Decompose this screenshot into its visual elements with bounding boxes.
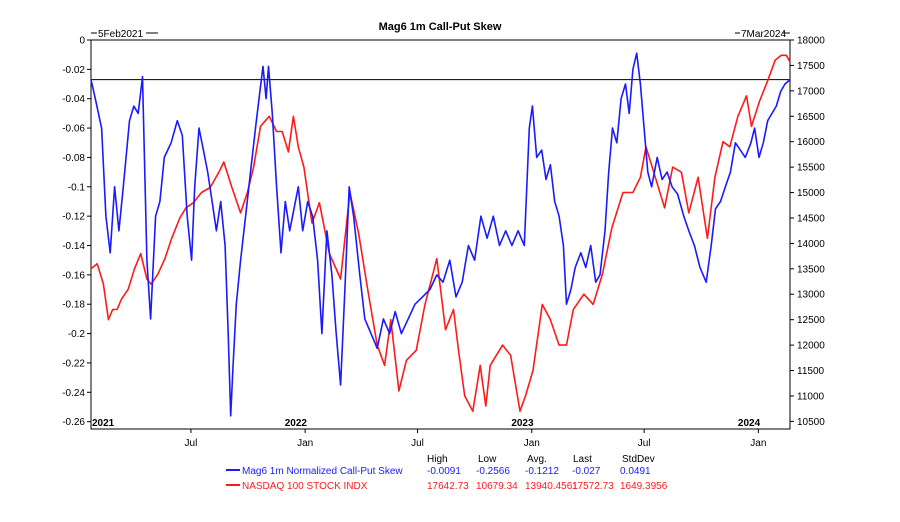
y-right-tick-label: 12500 (797, 315, 825, 326)
stat-ndx-last: 17572.73 (572, 481, 614, 492)
y-left-tick-label: -0.1 (68, 182, 86, 193)
y-right-tick-label: 13000 (797, 290, 825, 301)
plot-area (90, 39, 791, 430)
stats-header-high: High (427, 454, 448, 465)
x-tick-label: 2023 (511, 418, 534, 429)
chart-title: Mag6 1m Call-Put Skew (379, 21, 502, 33)
stat-ndx-low: 10679.34 (476, 481, 518, 492)
y-right-tick-label: 15000 (797, 188, 825, 199)
stat-skew-low: -0.2566 (476, 466, 510, 477)
x-axis: 2021 Jul 2022 Jan Jul 2023 Jan Jul 2024 Jan (92, 418, 766, 449)
x-tick-label: 2022 (285, 418, 308, 429)
y-right-tick-label: 15500 (797, 163, 825, 174)
x-tick-label: Jul (185, 438, 198, 449)
y-axis-left: 0 -0.02 -0.04 -0.06 -0.08 -0.1 -0.12 -0.14 -0.16… (62, 36, 91, 428)
x-tick-label: Jan (750, 438, 766, 449)
stats-table: High Low Avg. Last StdDev Mag6 1m Normal… (226, 454, 668, 492)
series-line-ndx (90, 54, 791, 413)
y-left-tick-label: -0.14 (62, 241, 85, 252)
y-left-tick-label: -0.2 (68, 329, 86, 340)
stat-ndx-stddev: 1649.3956 (620, 481, 668, 492)
y-left-tick-label: -0.18 (62, 300, 85, 311)
stats-header-stddev: StdDev (622, 454, 655, 465)
date-range-start: 5Feb2021 (91, 29, 158, 40)
y-right-tick-label: 11000 (797, 391, 825, 402)
y-left-tick-label: -0.22 (62, 358, 85, 369)
y-right-tick-label: 10500 (797, 417, 825, 428)
date-start-label: 5Feb2021 (98, 29, 143, 40)
legend-label-ndx: NASDAQ 100 STOCK INDX (242, 481, 368, 492)
series-layer (90, 52, 791, 417)
x-tick-label: Jul (411, 438, 424, 449)
stats-header-low: Low (478, 454, 497, 465)
legend-label-skew: Mag6 1m Normalized Call-Put Skew (242, 466, 403, 477)
stat-skew-stddev: 0.0491 (620, 466, 651, 477)
y-left-tick-label: -0.26 (62, 417, 85, 428)
x-tick-label: Jan (524, 438, 540, 449)
y-right-tick-label: 13500 (797, 264, 825, 275)
series-line-skew (90, 52, 791, 417)
y-right-tick-label: 14500 (797, 213, 825, 224)
date-range-end: 7Mar2024 (735, 29, 790, 40)
stats-header-last: Last (573, 454, 592, 465)
y-right-tick-label: 16000 (797, 137, 825, 148)
stats-header-avg: Avg. (527, 454, 547, 465)
stat-skew-last: -0.027 (572, 466, 601, 477)
y-left-tick-label: 0 (79, 36, 85, 47)
y-right-tick-label: 12000 (797, 341, 825, 352)
y-left-tick-label: -0.16 (62, 270, 85, 281)
y-left-tick-label: -0.12 (62, 212, 85, 223)
stat-skew-high: -0.0091 (427, 466, 461, 477)
y-left-tick-label: -0.06 (62, 124, 85, 135)
x-tick-label: Jan (297, 438, 313, 449)
stat-ndx-avg: 13940.4561 (525, 481, 578, 492)
x-tick-label: Jul (638, 438, 651, 449)
y-left-tick-label: -0.08 (62, 153, 85, 164)
y-right-tick-label: 17000 (797, 86, 825, 97)
y-right-tick-label: 18000 (797, 36, 825, 47)
stat-ndx-high: 17642.73 (427, 481, 469, 492)
y-right-tick-label: 14000 (797, 239, 825, 250)
y-right-tick-label: 11500 (797, 366, 825, 377)
y-right-tick-label: 17500 (797, 61, 825, 72)
y-axis-right: 18000 17500 17000 16500 16000 15500 15000 14500… (790, 36, 825, 428)
date-end-label: 7Mar2024 (741, 29, 786, 40)
y-left-tick-label: -0.24 (62, 388, 85, 399)
x-tick-label: 2021 (92, 418, 115, 429)
x-tick-label: 2024 (738, 418, 761, 429)
stat-skew-avg: -0.1212 (525, 466, 559, 477)
y-left-tick-label: -0.02 (62, 65, 85, 76)
y-right-tick-label: 16500 (797, 112, 825, 123)
y-left-tick-label: -0.04 (62, 94, 85, 105)
